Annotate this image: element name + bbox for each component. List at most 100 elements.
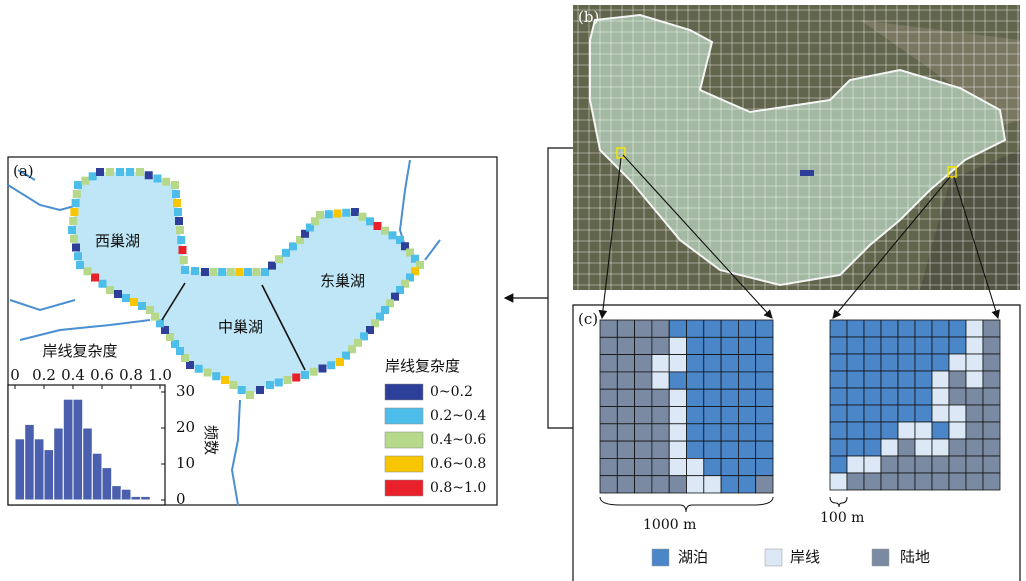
grid-cell — [966, 473, 983, 490]
grid-cell — [687, 355, 704, 372]
grid-cell — [864, 439, 881, 456]
grid-cell — [898, 405, 915, 422]
grid-cell — [932, 354, 949, 371]
shoreline-cell — [106, 168, 114, 176]
grid-cell — [898, 473, 915, 490]
y-tick-label: 10 — [176, 454, 195, 472]
grid-cell — [830, 337, 847, 354]
legend-title: 岸线复杂度 — [385, 357, 460, 375]
grid-cell — [617, 476, 634, 493]
y-tick-label: 20 — [176, 418, 195, 436]
grid-cell — [617, 372, 634, 389]
grid-cell — [983, 337, 1000, 354]
bar — [54, 428, 64, 500]
grid-cell — [966, 422, 983, 439]
grid-cell — [687, 424, 704, 441]
shoreline-cell — [316, 211, 324, 219]
grid-cell — [830, 422, 847, 439]
shoreline-cell — [84, 267, 92, 275]
grid-cell — [847, 439, 864, 456]
grid-cell — [915, 456, 932, 473]
grid-cell — [652, 389, 669, 406]
grid-cell — [687, 458, 704, 475]
grid-cell — [738, 337, 755, 354]
grid-cell — [721, 320, 738, 337]
grid-cell — [966, 371, 983, 388]
shoreline-cell — [68, 226, 76, 234]
grid-cell — [881, 388, 898, 405]
shoreline-cell — [70, 208, 78, 216]
shoreline-cell — [334, 210, 342, 218]
grid-cell — [669, 407, 686, 424]
grid-cell — [966, 439, 983, 456]
bar — [112, 486, 122, 500]
satellite-image — [573, 5, 1020, 290]
grid-cell — [898, 371, 915, 388]
grid-cell — [881, 473, 898, 490]
grid-cell — [721, 458, 738, 475]
legend-swatch — [385, 408, 423, 424]
grid-cell — [756, 407, 773, 424]
grid-cell — [864, 456, 881, 473]
grid-cell — [721, 424, 738, 441]
shoreline-cell — [275, 255, 283, 263]
shoreline-cell — [284, 376, 292, 384]
shoreline-cell — [389, 231, 397, 239]
bar — [25, 424, 35, 500]
grid-cell — [617, 407, 634, 424]
shoreline-cell — [221, 376, 229, 384]
grid-cell — [932, 405, 949, 422]
grid-cell — [687, 441, 704, 458]
shoreline-cell — [154, 175, 162, 183]
legend-label: 湖泊 — [678, 548, 708, 566]
grid-cell — [600, 355, 617, 372]
grid-cell — [600, 476, 617, 493]
grid-cell — [756, 389, 773, 406]
grid-cell — [600, 407, 617, 424]
shoreline-cell — [180, 256, 188, 264]
brace — [830, 497, 847, 507]
grid-cell — [756, 337, 773, 354]
shoreline-cell — [310, 368, 318, 376]
grid-cell — [738, 355, 755, 372]
grid-cell — [830, 405, 847, 422]
grid-cell — [932, 422, 949, 439]
grid-cell — [949, 473, 966, 490]
bar — [83, 428, 93, 500]
grid-cell — [738, 407, 755, 424]
grid-cell — [600, 424, 617, 441]
grid-cell — [617, 424, 634, 441]
shoreline-cell — [122, 294, 130, 302]
grid-cell — [704, 320, 721, 337]
shoreline-cell — [162, 178, 170, 186]
grid-cell — [687, 476, 704, 493]
shoreline-cell — [74, 181, 82, 189]
shoreline-cell — [244, 268, 252, 276]
grid-cell — [983, 456, 1000, 473]
grid-cell — [932, 473, 949, 490]
shoreline-cell — [201, 268, 209, 276]
grid-cell — [898, 456, 915, 473]
shoreline-cell — [175, 217, 183, 225]
grid-cell — [704, 407, 721, 424]
grid-cell — [617, 355, 634, 372]
grid-cell — [966, 354, 983, 371]
shoreline-cell — [327, 361, 335, 369]
grid-cell — [738, 424, 755, 441]
legend-label: 岸线 — [790, 548, 820, 566]
shoreline-cell — [116, 168, 124, 176]
legend-swatch — [385, 480, 423, 496]
bar — [102, 468, 112, 500]
grid-cell — [847, 371, 864, 388]
shoreline-cell — [136, 168, 144, 176]
legend-label: 0.6~0.8 — [430, 456, 486, 472]
grid-cell — [983, 473, 1000, 490]
grid-cell — [915, 439, 932, 456]
lake-label: 东巢湖 — [320, 272, 365, 290]
grid-cell — [704, 372, 721, 389]
shoreline-cell — [69, 217, 77, 225]
grid-cell — [949, 354, 966, 371]
grid-cell — [652, 337, 669, 354]
shoreline-cell — [238, 386, 246, 394]
grid-cell — [600, 389, 617, 406]
